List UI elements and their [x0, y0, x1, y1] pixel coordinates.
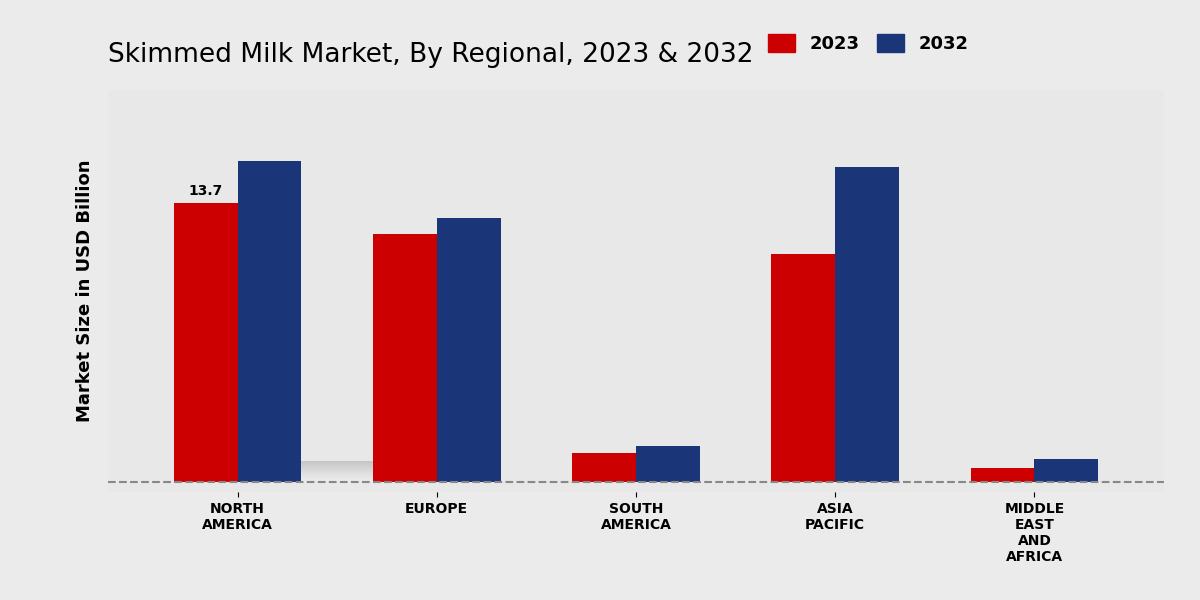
Text: Skimmed Milk Market, By Regional, 2023 & 2032: Skimmed Milk Market, By Regional, 2023 &…	[108, 42, 754, 68]
Bar	[572, 454, 636, 482]
Bar	[437, 218, 500, 482]
Legend: 2023, 2032: 2023, 2032	[761, 26, 976, 61]
Text: 13.7: 13.7	[188, 184, 223, 198]
Bar	[636, 446, 700, 482]
Bar	[238, 161, 301, 482]
Y-axis label: Market Size in USD Billion: Market Size in USD Billion	[76, 160, 94, 422]
Bar	[772, 254, 835, 482]
Bar	[373, 234, 437, 482]
Bar	[835, 167, 899, 482]
Bar	[174, 203, 238, 482]
Bar	[971, 467, 1034, 482]
Bar	[1034, 460, 1098, 482]
